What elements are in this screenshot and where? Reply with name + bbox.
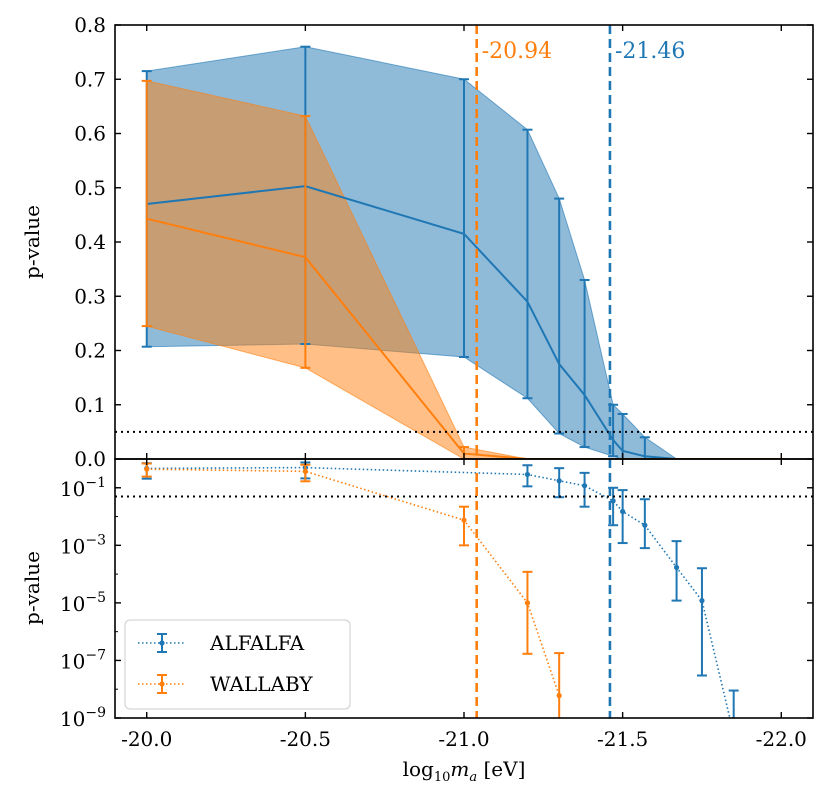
top-ytick-label: 0.2 bbox=[74, 339, 106, 363]
xtick-label: -21.0 bbox=[438, 727, 489, 751]
top-ytick-label: 0.5 bbox=[74, 176, 106, 200]
top-ytick-label: 0.0 bbox=[74, 447, 106, 471]
top-ytick-label: 0.1 bbox=[74, 393, 106, 417]
top-ytick-label: 0.6 bbox=[74, 122, 106, 146]
legend-marker-alfalfa bbox=[138, 633, 186, 653]
log-point-alfalfa bbox=[731, 732, 736, 737]
legend-marker-wallaby bbox=[138, 674, 186, 694]
legend-label-wallaby: WALLABY bbox=[210, 672, 313, 696]
bottom-panel-frame bbox=[114, 458, 814, 719]
log-point-alfalfa bbox=[556, 478, 562, 484]
bottom-ylabel: p-value bbox=[20, 551, 44, 625]
log-point-wallaby bbox=[144, 466, 150, 472]
bottom-ytick-label: 10−3 bbox=[60, 532, 106, 558]
vline-label--20.94: -20.94 bbox=[482, 39, 552, 64]
top-ytick-label: 0.7 bbox=[74, 67, 106, 91]
log-point-wallaby bbox=[302, 468, 308, 474]
xtick-label: -21.5 bbox=[597, 727, 648, 751]
log-point-alfalfa bbox=[524, 471, 531, 478]
axis-ticks: 0.0 0.1 0.2 0.3 0.4 0.5 0.6 0.7 0.8 10−1 10−3 10−5 1… bbox=[60, 13, 813, 751]
legend: ALFALFA WALLABY bbox=[124, 619, 351, 710]
log-point-wallaby bbox=[556, 693, 562, 699]
log-point-alfalfa bbox=[673, 564, 680, 571]
xtick-label: -22.0 bbox=[756, 727, 807, 751]
log-point-alfalfa bbox=[581, 483, 588, 489]
log-point-alfalfa bbox=[620, 508, 626, 515]
log-point-wallaby bbox=[461, 517, 467, 523]
legend-box bbox=[124, 619, 351, 710]
x-axis-label: log10ma [eV] bbox=[403, 757, 526, 785]
vline-label--21.46: -21.46 bbox=[615, 39, 685, 64]
top-ylabel: p-value bbox=[20, 205, 44, 279]
bottom-ytick-label: 10−7 bbox=[60, 647, 106, 673]
log-point-wallaby bbox=[524, 600, 531, 606]
legend-label-alfalfa: ALFALFA bbox=[209, 631, 305, 655]
xtick-label: -20.0 bbox=[121, 727, 172, 751]
top-ytick-label: 0.3 bbox=[74, 284, 106, 308]
log-point-alfalfa bbox=[642, 522, 648, 528]
reference-vertical-lines: -20.94 -21.46 bbox=[475, 25, 685, 718]
top-panel-plot-area bbox=[115, 45, 813, 459]
bottom-ytick-label: 10−1 bbox=[60, 475, 106, 501]
top-ytick-label: 0.8 bbox=[74, 13, 106, 37]
bottom-ytick-label: 10−5 bbox=[60, 590, 106, 616]
top-ytick-label: 0.4 bbox=[74, 230, 106, 254]
log-point-alfalfa bbox=[610, 498, 616, 504]
bottom-ytick-label: 10−9 bbox=[60, 705, 106, 731]
line-wallaby bbox=[146, 217, 782, 459]
xtick-label: -20.5 bbox=[280, 727, 331, 751]
log-point-alfalfa bbox=[699, 598, 705, 604]
